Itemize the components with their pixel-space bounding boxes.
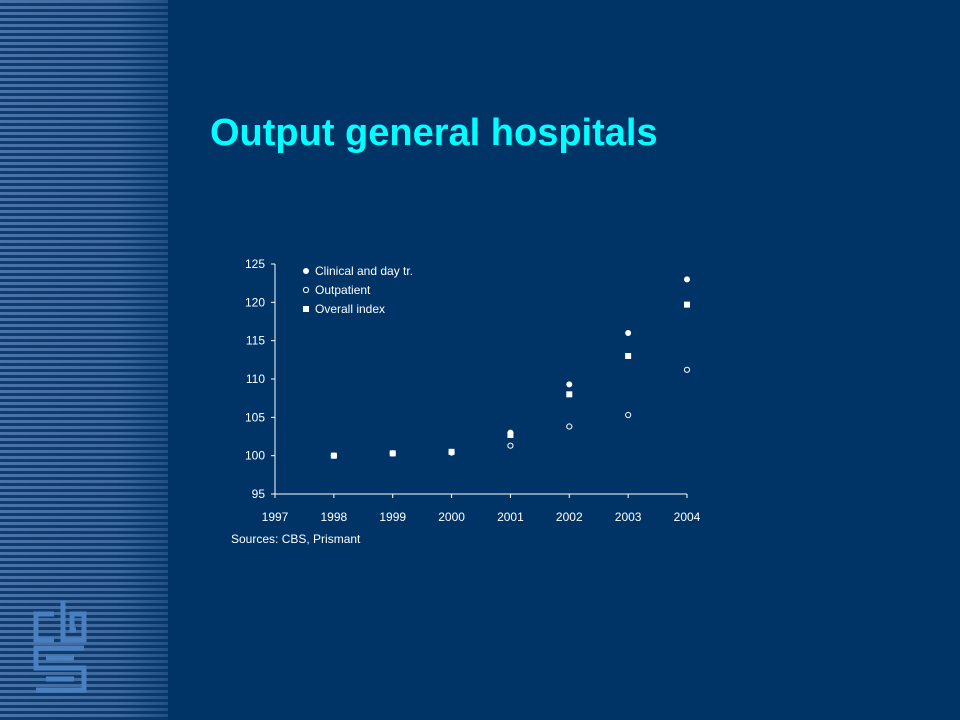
legend-label: Clinical and day tr.	[315, 264, 413, 278]
data-point	[566, 391, 573, 398]
x-tick-label: 2001	[497, 510, 524, 524]
data-point	[684, 276, 690, 283]
chart-marks	[330, 276, 691, 459]
data-point	[507, 429, 514, 436]
chart-legend: Clinical and day tr. Outpatient Overall in…	[302, 264, 413, 316]
data-point	[389, 450, 396, 457]
x-tick-label: 1998	[321, 510, 348, 524]
y-tick-label: 100	[245, 449, 265, 463]
data-point	[507, 442, 514, 449]
x-tick-label: 2002	[556, 510, 583, 524]
striped-sidebar	[0, 0, 168, 720]
legend-label: Overall index	[315, 302, 385, 316]
data-point	[330, 452, 337, 459]
cbs-logo-icon	[33, 601, 87, 693]
x-tick-label: 2004	[674, 510, 701, 524]
y-tick-label: 95	[252, 487, 266, 501]
x-tick-label: 2000	[438, 510, 465, 524]
chart-axes: 95 100 105 110 115 120 125 1997 1998 1999 2000 2001…	[245, 257, 701, 524]
data-point	[683, 366, 691, 373]
slide-title: Output general hospitals	[210, 112, 658, 154]
data-point	[625, 330, 632, 336]
data-point	[566, 423, 573, 430]
data-point	[566, 381, 573, 388]
y-tick-label: 105	[245, 410, 265, 424]
legend-marker	[303, 268, 309, 274]
y-tick-label: 125	[245, 257, 265, 271]
x-tick-label: 2003	[615, 510, 642, 524]
x-tick-label: 1999	[379, 510, 406, 524]
data-point	[625, 411, 632, 419]
data-point	[625, 353, 632, 359]
y-tick-label: 115	[246, 334, 265, 348]
y-tick-label: 120	[245, 295, 265, 309]
legend-marker	[303, 306, 309, 312]
data-point	[684, 301, 690, 308]
source-note: Sources: CBS, Prismant	[231, 532, 361, 546]
data-point	[448, 448, 455, 455]
legend-label: Outpatient	[315, 283, 371, 297]
y-tick-label: 110	[246, 372, 265, 386]
x-tick-label: 1997	[262, 510, 289, 524]
legend-marker	[302, 286, 310, 294]
